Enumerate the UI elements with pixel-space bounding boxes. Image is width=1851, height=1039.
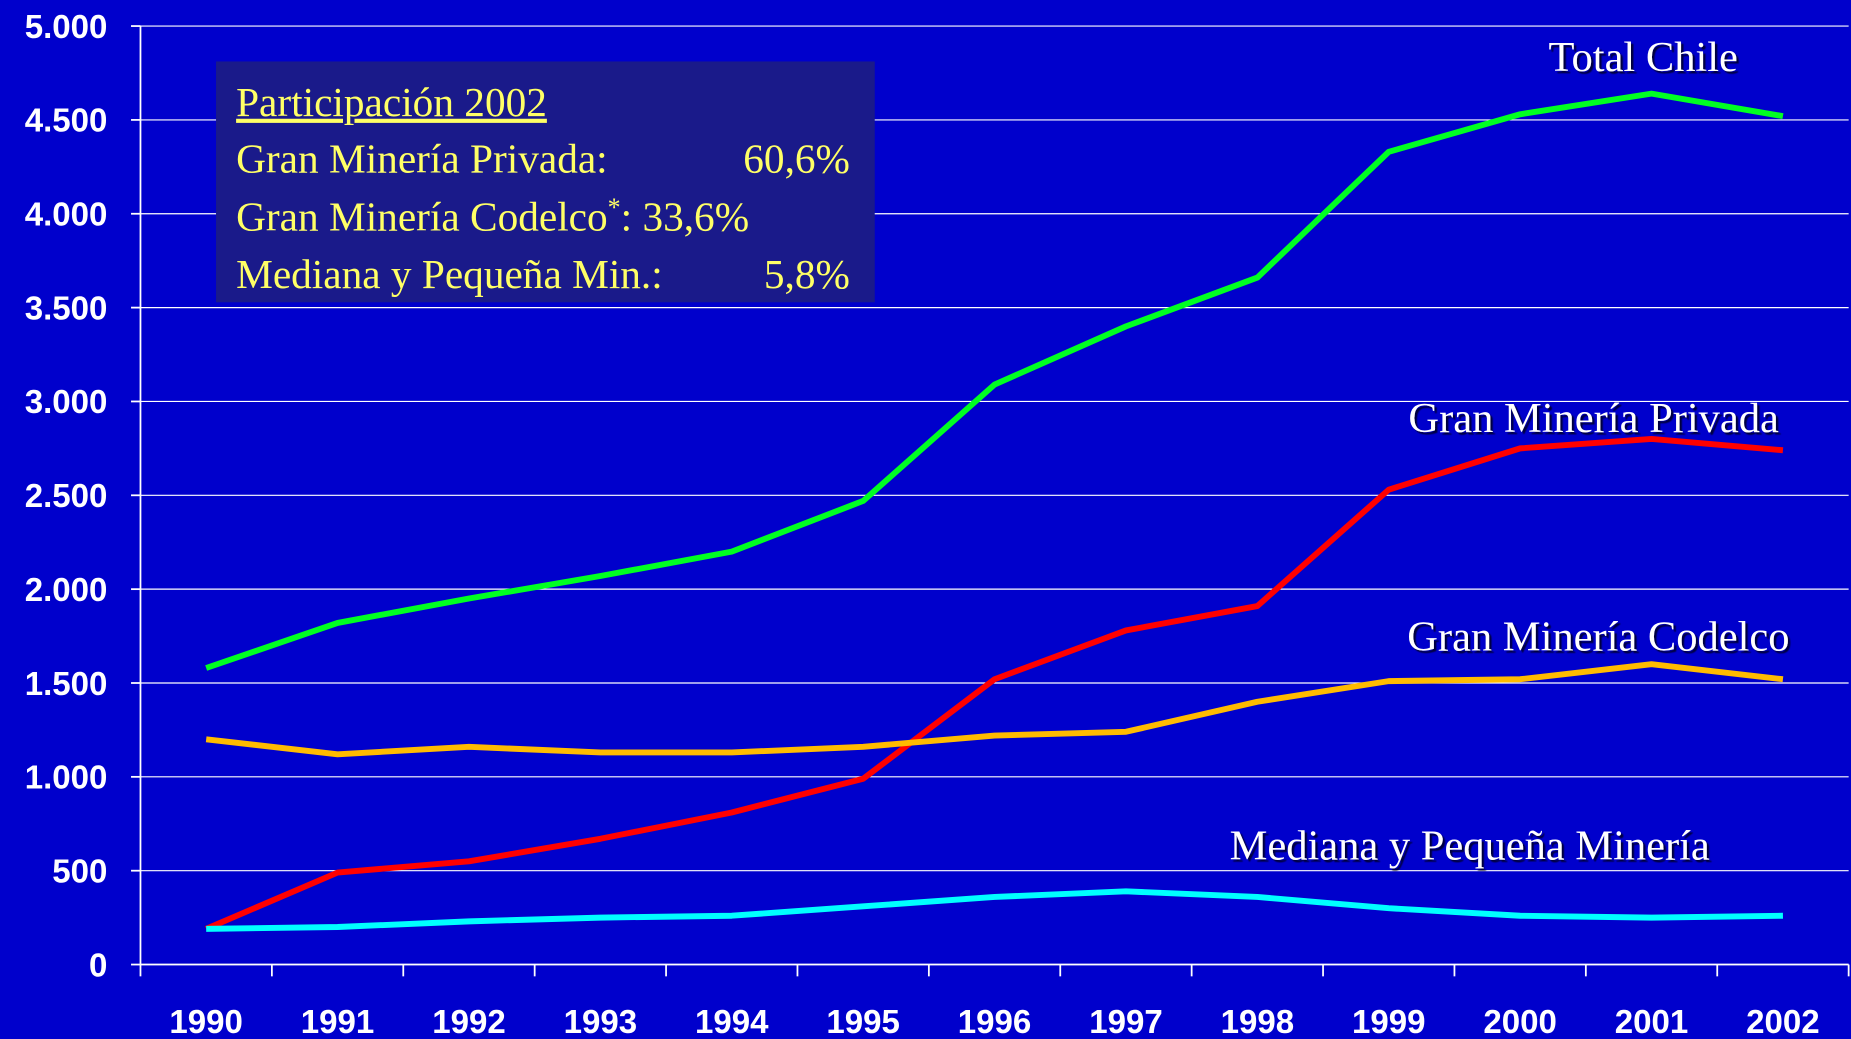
- y-tick-label: 3.500: [25, 290, 108, 327]
- annotation-line: Mediana y Pequeña Min.: 5,8%: [236, 251, 850, 297]
- series-line: [205, 90, 1784, 671]
- annotation-line: Gran Minería Codelco*: 33,6%: [236, 193, 749, 239]
- annotation-label: Gran Minería Privada:: [236, 135, 608, 181]
- x-tick-label: 1995: [826, 1004, 900, 1039]
- annotation-value: 5,8%: [764, 251, 850, 297]
- y-tick-label: 500: [52, 853, 107, 890]
- x-tick-label: 1996: [958, 1004, 1032, 1039]
- annotation-value: 60,6%: [743, 135, 850, 181]
- x-tick-label: 1994: [695, 1004, 769, 1039]
- x-tick-label: 2001: [1615, 1004, 1689, 1039]
- series-line: [205, 661, 1784, 758]
- y-tick-label: 1.000: [25, 760, 108, 797]
- x-tick-label: 2000: [1483, 1004, 1557, 1039]
- annotation: Participación 2002 Gran Minería Privada: 6…: [216, 61, 875, 303]
- x-tick-label: 2002: [1746, 1004, 1820, 1039]
- annotation-label: Gran Minería Codelco: [236, 193, 608, 239]
- y-tick-label: 2.500: [25, 478, 108, 515]
- y-tick-label: 3.000: [25, 384, 108, 421]
- series-line: [205, 436, 1784, 932]
- annotation-line: Gran Minería Privada: 60,6%: [236, 135, 850, 181]
- x-tick-label: 1997: [1089, 1004, 1163, 1039]
- y-tick-label: 2.000: [25, 572, 108, 609]
- series-label: Gran Minería Codelco: [1407, 614, 1789, 661]
- y-tick-label: 0: [89, 947, 107, 984]
- annotation-box: [216, 61, 875, 303]
- x-tick-label: 1998: [1221, 1004, 1295, 1039]
- y-tick-label: 4.000: [25, 197, 108, 234]
- annotation-title: Participación 2002: [236, 79, 547, 125]
- series-line: [206, 888, 1783, 932]
- x-tick-label: 1999: [1352, 1004, 1426, 1039]
- x-tick-label: 1993: [564, 1004, 638, 1039]
- series-label: Mediana y Pequeña Minería: [1230, 822, 1710, 869]
- annotation-sup: *: [608, 193, 621, 222]
- x-tick-label: 1991: [301, 1004, 375, 1039]
- series-label: Total Chile: [1549, 34, 1738, 81]
- y-tick-label: 5.000: [25, 9, 108, 46]
- y-tick-label: 4.500: [25, 103, 108, 140]
- x-tick-label: 1990: [169, 1004, 243, 1039]
- series-label: Gran Minería Privada: [1408, 395, 1779, 442]
- annotation-label: Mediana y Pequeña Min.:: [236, 251, 663, 297]
- x-tick-label: 1992: [432, 1004, 506, 1039]
- annotation-value: : 33,6%: [621, 193, 749, 239]
- y-tick-label: 1.500: [25, 666, 108, 703]
